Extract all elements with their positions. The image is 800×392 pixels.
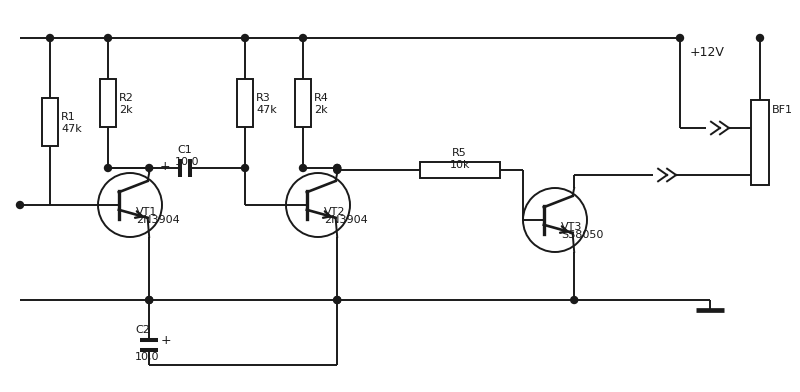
Text: 2k: 2k: [119, 105, 133, 115]
Circle shape: [334, 165, 341, 172]
Circle shape: [146, 165, 153, 172]
Circle shape: [334, 167, 341, 174]
Circle shape: [299, 34, 306, 42]
Text: VT1: VT1: [136, 207, 158, 217]
Bar: [237, 79, 253, 127]
Circle shape: [17, 201, 23, 209]
Circle shape: [334, 296, 341, 303]
Text: VT2: VT2: [325, 207, 346, 217]
Bar: [751, 100, 769, 185]
Text: 47k: 47k: [61, 123, 82, 134]
Text: SS8050: SS8050: [562, 230, 604, 240]
Circle shape: [523, 188, 587, 252]
Circle shape: [105, 34, 111, 42]
Text: R1: R1: [61, 111, 76, 122]
Text: BF1: BF1: [772, 105, 793, 115]
Circle shape: [146, 296, 153, 303]
Circle shape: [334, 165, 341, 172]
Text: R4: R4: [314, 93, 329, 103]
Text: 2N3904: 2N3904: [325, 214, 368, 225]
Circle shape: [334, 296, 341, 303]
Circle shape: [286, 173, 350, 237]
Circle shape: [242, 165, 249, 172]
Text: 10,0: 10,0: [135, 352, 160, 362]
Circle shape: [570, 296, 578, 303]
Text: R3: R3: [256, 93, 270, 103]
Circle shape: [98, 173, 162, 237]
Circle shape: [677, 34, 683, 42]
Circle shape: [242, 34, 249, 42]
Text: 2N3904: 2N3904: [136, 214, 180, 225]
Text: 47k: 47k: [256, 105, 277, 115]
Text: +12V: +12V: [690, 46, 725, 59]
Text: +: +: [160, 334, 171, 347]
Circle shape: [299, 165, 306, 172]
Circle shape: [757, 34, 763, 42]
Text: R5: R5: [452, 148, 466, 158]
Text: VT3: VT3: [562, 221, 582, 232]
Bar: [420, 162, 500, 178]
Text: 10k: 10k: [450, 160, 470, 170]
Text: C2: C2: [135, 325, 150, 335]
Text: R2: R2: [119, 93, 134, 103]
Bar: [295, 79, 311, 127]
Text: 10,0: 10,0: [175, 157, 199, 167]
Bar: [100, 79, 116, 127]
Circle shape: [146, 296, 153, 303]
Bar: [42, 98, 58, 145]
Text: +: +: [159, 160, 170, 172]
Text: C1: C1: [177, 145, 192, 155]
Circle shape: [105, 165, 111, 172]
Circle shape: [46, 34, 54, 42]
Text: 2k: 2k: [314, 105, 328, 115]
